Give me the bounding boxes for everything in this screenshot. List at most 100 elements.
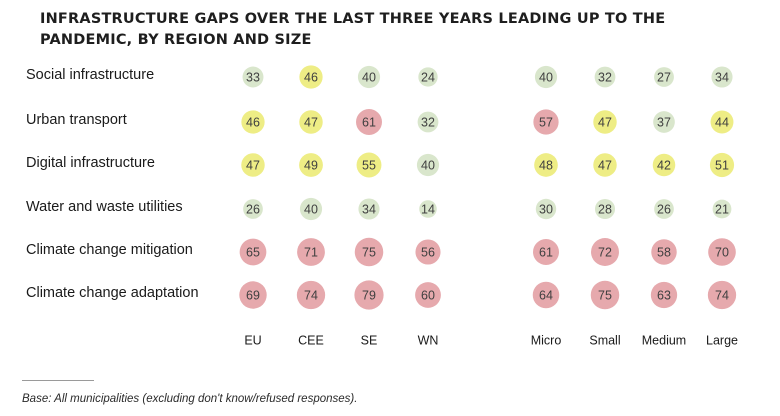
bubble-water-and-waste-utilities-medium	[654, 199, 674, 219]
value-label-digital-infrastructure-small: 47	[598, 158, 612, 172]
bubble-climate-change-adaptation-wn	[415, 282, 441, 308]
bubble-digital-infrastructure-medium	[652, 153, 676, 177]
column-label-medium: Medium	[642, 333, 686, 347]
bubble-digital-infrastructure-se	[356, 152, 382, 178]
value-label-water-and-waste-utilities-medium: 26	[657, 202, 671, 216]
bubble-water-and-waste-utilities-cee	[299, 197, 323, 221]
column-label-se: SE	[361, 333, 378, 347]
footnote: Base: All municipalities (excluding don'…	[22, 393, 358, 405]
value-label-climate-change-adaptation-small: 75	[598, 288, 612, 302]
bubble-urban-transport-medium	[653, 111, 675, 133]
bubble-water-and-waste-utilities-se	[358, 198, 380, 220]
value-label-climate-change-mitigation-cee: 71	[304, 245, 318, 259]
row-label-urban-transport: Urban transport	[26, 112, 127, 128]
value-label-urban-transport-micro: 57	[539, 115, 553, 129]
value-label-climate-change-mitigation-eu: 65	[246, 245, 260, 259]
bubble-climate-change-mitigation-micro	[533, 239, 559, 265]
column-label-wn: WN	[418, 333, 439, 347]
value-label-climate-change-mitigation-large: 70	[715, 245, 729, 259]
bubble-digital-infrastructure-cee	[299, 153, 323, 177]
bubble-urban-transport-cee	[299, 110, 323, 134]
column-label-micro: Micro	[531, 333, 562, 347]
bubble-climate-change-adaptation-large	[707, 280, 737, 310]
value-label-digital-infrastructure-wn: 40	[421, 158, 435, 172]
bubble-water-and-waste-utilities-small	[594, 198, 616, 220]
value-label-urban-transport-wn: 32	[421, 115, 435, 129]
bubble-digital-infrastructure-micro	[534, 153, 558, 177]
bubble-climate-change-mitigation-small	[591, 238, 619, 266]
value-label-social-infrastructure-small: 32	[598, 70, 612, 84]
value-label-social-infrastructure-medium: 27	[657, 70, 671, 84]
chart-title: INFRASTRUCTURE GAPS OVER THE LAST THREE …	[40, 11, 666, 48]
row-label-climate-change-mitigation: Climate change mitigation	[26, 242, 193, 258]
value-label-climate-change-adaptation-large: 74	[715, 288, 729, 302]
value-label-climate-change-adaptation-se: 79	[362, 288, 376, 302]
bubble-water-and-waste-utilities-eu	[243, 199, 263, 219]
value-label-urban-transport-cee: 47	[304, 115, 318, 129]
bubble-digital-infrastructure-eu	[241, 153, 265, 177]
bubble-climate-change-mitigation-large	[708, 238, 736, 266]
row-label-social-infrastructure: Social infrastructure	[26, 67, 154, 83]
value-label-water-and-waste-utilities-cee: 40	[304, 202, 318, 216]
value-label-digital-infrastructure-se: 55	[362, 158, 376, 172]
value-label-climate-change-adaptation-wn: 60	[421, 288, 435, 302]
value-label-social-infrastructure-wn: 24	[421, 70, 435, 84]
row-label-climate-change-adaptation: Climate change adaptation	[26, 285, 199, 301]
bubble-climate-change-adaptation-cee	[296, 280, 326, 310]
bubble-urban-transport-small	[593, 110, 617, 134]
value-label-digital-infrastructure-eu: 47	[246, 158, 260, 172]
column-label-large: Large	[706, 333, 738, 347]
value-label-digital-infrastructure-micro: 48	[539, 158, 553, 172]
bubble-urban-transport-eu	[241, 110, 265, 134]
bubble-urban-transport-micro	[533, 109, 559, 135]
bubble-climate-change-mitigation-eu	[239, 238, 267, 266]
bubble-urban-transport-se	[356, 109, 382, 135]
value-label-water-and-waste-utilities-large: 21	[715, 202, 729, 216]
footnote-divider	[22, 380, 94, 381]
value-label-climate-change-adaptation-cee: 74	[304, 288, 318, 302]
column-label-cee: CEE	[298, 333, 324, 347]
value-label-climate-change-mitigation-micro: 61	[539, 245, 553, 259]
bubble-social-infrastructure-medium	[654, 67, 674, 87]
value-label-climate-change-adaptation-medium: 63	[657, 288, 671, 302]
bubble-social-infrastructure-small	[594, 66, 616, 88]
value-label-urban-transport-se: 61	[362, 115, 376, 129]
bubble-climate-change-mitigation-se	[354, 237, 384, 267]
bubble-digital-infrastructure-small	[593, 153, 617, 177]
bubble-climate-change-adaptation-medium	[650, 281, 678, 309]
value-label-social-infrastructure-micro: 40	[539, 70, 553, 84]
value-label-climate-change-adaptation-eu: 69	[246, 288, 260, 302]
value-label-urban-transport-small: 47	[598, 115, 612, 129]
value-label-climate-change-adaptation-micro: 64	[539, 288, 553, 302]
value-label-social-infrastructure-eu: 33	[246, 70, 260, 84]
bubble-urban-transport-wn	[417, 111, 439, 133]
bubble-climate-change-mitigation-wn	[415, 239, 441, 265]
bubble-digital-infrastructure-wn	[416, 153, 440, 177]
value-label-urban-transport-large: 44	[715, 115, 729, 129]
value-label-digital-infrastructure-cee: 49	[304, 158, 318, 172]
value-label-water-and-waste-utilities-se: 34	[362, 202, 376, 216]
value-label-climate-change-mitigation-medium: 58	[657, 245, 671, 259]
value-label-digital-infrastructure-medium: 42	[657, 158, 671, 172]
value-label-social-infrastructure-large: 34	[715, 70, 729, 84]
bubble-climate-change-mitigation-medium	[651, 239, 677, 265]
bubble-climate-change-adaptation-se	[354, 280, 384, 310]
value-label-water-and-waste-utilities-eu: 26	[246, 202, 260, 216]
bubble-climate-change-adaptation-eu	[239, 281, 267, 309]
value-label-water-and-waste-utilities-micro: 30	[539, 202, 553, 216]
bubble-social-infrastructure-large	[711, 66, 733, 88]
value-label-social-infrastructure-cee: 46	[304, 70, 318, 84]
value-label-climate-change-mitigation-small: 72	[598, 245, 612, 259]
bubble-water-and-waste-utilities-micro	[535, 198, 557, 220]
row-label-digital-infrastructure: Digital infrastructure	[26, 155, 155, 171]
bubble-water-and-waste-utilities-large	[712, 199, 732, 219]
value-label-water-and-waste-utilities-small: 28	[598, 202, 612, 216]
row-label-water-and-waste-utilities: Water and waste utilities	[26, 199, 183, 215]
column-label-small: Small	[589, 333, 620, 347]
value-label-digital-infrastructure-large: 51	[715, 158, 729, 172]
value-label-social-infrastructure-se: 40	[362, 70, 376, 84]
bubble-digital-infrastructure-large	[709, 152, 735, 178]
value-label-water-and-waste-utilities-wn: 14	[421, 202, 435, 216]
value-label-urban-transport-medium: 37	[657, 115, 671, 129]
